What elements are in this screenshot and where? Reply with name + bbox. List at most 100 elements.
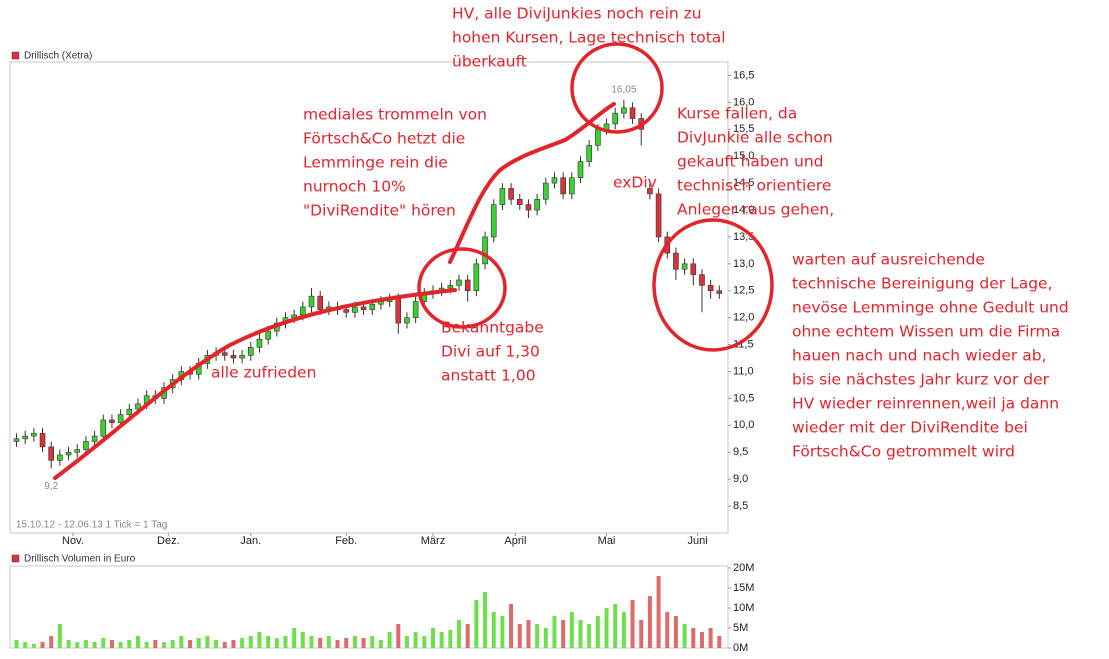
candle-body (117, 414, 124, 423)
volume-bar (135, 636, 140, 648)
volume-bar (457, 620, 462, 648)
annotation-line: ohne echtem Wissen um die Firma (792, 323, 1060, 341)
subtitle: 15.10.12 - 12.06.13 1 Tick = 1 Tag (16, 520, 167, 531)
annotation-line: DivJunkie alle schon (677, 129, 833, 147)
volume-bar (500, 616, 505, 648)
candle-body (464, 279, 471, 292)
annotation-line: technische Bereinigung der Lage, (792, 275, 1053, 293)
candle-body (699, 274, 705, 286)
x-tick-label: Juni (688, 535, 708, 547)
volume-bar (370, 636, 375, 648)
volume-bar (300, 632, 305, 648)
candle-body (343, 309, 350, 313)
annotation-line: gekauft haben und (677, 153, 824, 171)
candle-body (308, 295, 315, 308)
candle-body (256, 338, 263, 348)
y-tick-label: 11,5 (733, 339, 754, 351)
volume-bar (656, 576, 661, 648)
candle-body (31, 433, 37, 437)
circle (570, 42, 664, 134)
candle-body (65, 451, 72, 456)
candle-body (560, 177, 566, 195)
volume-title: Drillisch Volumen in Euro (24, 554, 136, 565)
annotation-line: anstatt 1,00 (441, 367, 536, 385)
volume-bar (509, 604, 514, 648)
volume-bar (543, 628, 548, 648)
candle-body (534, 198, 540, 211)
volume-bar (699, 632, 704, 648)
y-tick-label: 14,0 (733, 204, 754, 216)
annotation-line: mediales trommeln von (303, 106, 487, 124)
candle-body (239, 355, 245, 359)
candle-body (404, 317, 410, 324)
volume-bar (214, 640, 219, 648)
candle-body (135, 403, 141, 410)
volume-bar (404, 636, 409, 648)
annotation-line: Kurse fallen, da (677, 105, 797, 123)
x-tick-label: März (421, 535, 445, 547)
volume-bar (274, 638, 279, 648)
candle-body (39, 433, 46, 448)
candle-body (551, 177, 558, 184)
candle-body (456, 279, 462, 286)
annotation-line: technisch orientiere (677, 177, 831, 195)
volume-bar (205, 636, 210, 648)
volume-bar (127, 640, 132, 648)
annotation-line: Förtsch&Co getrommelt wird (792, 443, 1015, 461)
candle-body (525, 204, 532, 211)
candle-body (109, 419, 115, 423)
volume-bar (118, 642, 123, 648)
candle-body (300, 306, 306, 316)
candle-body (48, 446, 55, 461)
volume-bar (257, 632, 262, 648)
volume-bar (283, 636, 288, 648)
candle-body (360, 306, 367, 310)
y-tick-label: 15M (733, 582, 754, 594)
volume-bar (569, 612, 574, 648)
candle-body (716, 290, 723, 294)
volume-bar (170, 640, 175, 648)
volume-bar (231, 640, 236, 648)
x-tick-label: April (504, 535, 526, 547)
x-tick-label: Feb. (335, 535, 357, 547)
chart-title: Drillisch (Xetra) (24, 51, 92, 62)
volume-bar (587, 624, 592, 648)
candle-body (603, 123, 610, 130)
volume-bar (101, 638, 106, 648)
y-tick-label: 10M (733, 602, 754, 614)
volume-bar (335, 640, 340, 648)
y-tick-label: 15,0 (733, 150, 754, 162)
candle-body (690, 263, 697, 275)
candle-body (577, 161, 584, 179)
volume-bar (49, 636, 54, 648)
x-tick-label: Nov. (62, 535, 84, 547)
annotation-line: Lemminge rein die (303, 154, 448, 172)
x-tick-label: Mai (598, 535, 616, 547)
volume-bar (75, 642, 80, 648)
legend-swatch (11, 554, 20, 563)
y-tick-label: 16,5 (733, 69, 754, 81)
candle-body (473, 263, 480, 292)
annotation-line: überkauft (452, 53, 527, 71)
candle-body (126, 408, 133, 415)
volume-bar (422, 636, 427, 648)
circle (652, 218, 774, 352)
volume-bar (309, 636, 314, 648)
candle-body (447, 285, 454, 289)
volume-bar (595, 616, 600, 648)
volume-bar (14, 640, 19, 648)
candle-body (352, 306, 358, 313)
annotation-line: warten auf ausreichende (792, 251, 985, 269)
volume-bar (561, 620, 566, 648)
volume-bar (387, 632, 392, 648)
candle-body (681, 263, 688, 270)
volume-bar (448, 630, 453, 648)
volume-bar (630, 600, 635, 648)
volume-bar (717, 636, 722, 648)
volume-bar (248, 636, 253, 648)
volume-bar (240, 638, 245, 648)
y-tick-label: 16,0 (733, 96, 754, 108)
volume-bar (552, 616, 557, 648)
volume-bar (578, 620, 583, 648)
